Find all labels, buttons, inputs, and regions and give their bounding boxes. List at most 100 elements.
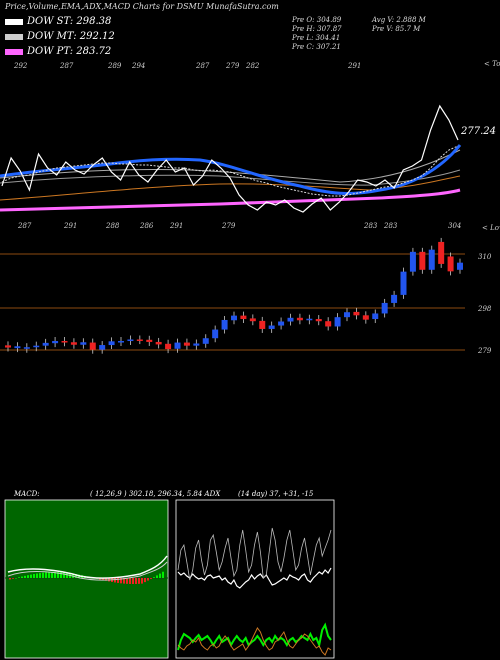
- macd-hist-bar: [162, 571, 164, 578]
- candle: [127, 339, 134, 342]
- candles: [5, 237, 463, 354]
- legend-swatch-mt: [5, 33, 23, 40]
- quote-open: Pre O: 304.89: [292, 16, 342, 24]
- macd-hist-bar: [75, 574, 77, 578]
- macd-hist-bar: [15, 578, 17, 579]
- macd-hist-bar: [27, 575, 29, 578]
- candle: [391, 294, 398, 303]
- legend-label: DOW MT: 292.12: [27, 31, 115, 42]
- top-label: 287: [60, 62, 74, 70]
- macd-hist-bar: [24, 575, 26, 578]
- macd-line: [7, 555, 168, 579]
- macd-hist-bar: [153, 577, 155, 578]
- macd-hist-bar: [12, 578, 14, 579]
- candle: [344, 312, 350, 318]
- tops-label: < Tops: [484, 60, 500, 68]
- candle: [108, 341, 115, 346]
- candle: [249, 318, 256, 322]
- candle: [5, 345, 11, 348]
- legend-dow-pt: DOW PT: 283.72: [5, 46, 111, 57]
- macd-hist-bar: [159, 573, 161, 578]
- price-tick: 279: [478, 347, 492, 355]
- candle: [212, 329, 219, 339]
- candle: [99, 345, 106, 350]
- candle: [400, 271, 407, 295]
- candle: [372, 313, 379, 320]
- candle: [14, 346, 21, 349]
- candle: [33, 345, 40, 348]
- candle: [287, 317, 294, 322]
- macd-hist-bar: [18, 577, 20, 578]
- low-label: 279: [222, 222, 236, 230]
- macd-hist-bar: [57, 572, 59, 578]
- candle: [193, 343, 200, 346]
- candle: [315, 319, 322, 322]
- low-label: 291: [64, 222, 78, 230]
- low-label: 304: [448, 222, 462, 230]
- macd-hist-bar: [51, 572, 53, 578]
- low-label: 288: [106, 222, 120, 230]
- macd-hist-bar: [126, 578, 128, 584]
- macd-hist-bar: [45, 572, 47, 578]
- macd-hist-bar: [141, 578, 143, 584]
- candle: [447, 256, 454, 272]
- price-close-line: [1, 104, 459, 213]
- macd-hist-bar: [36, 573, 38, 578]
- candle: [174, 342, 181, 349]
- top-label: 294: [132, 62, 146, 70]
- macd-hist-bar: [48, 572, 50, 578]
- candle: [240, 315, 247, 320]
- ema-orange-line: [0, 175, 461, 201]
- candle: [296, 317, 303, 321]
- quote-avg-volume: Avg V: 2.888 M: [372, 16, 426, 24]
- candle: [165, 343, 172, 350]
- legend-dow-st: DOW ST: 298.38: [5, 16, 111, 27]
- price-ema-line: [1, 145, 459, 197]
- last-value-label: 277.24: [461, 126, 496, 137]
- low-label: 283: [384, 222, 398, 230]
- low-label: 287: [18, 222, 32, 230]
- macd-hist-bar: [117, 578, 119, 583]
- candle: [419, 251, 426, 270]
- candle: [438, 241, 445, 264]
- macd-hist-bar: [39, 573, 41, 578]
- top-label: 289: [108, 62, 122, 70]
- macd-hist-bar: [63, 572, 65, 578]
- top-label: 291: [348, 62, 362, 70]
- adx-green-line: [177, 622, 332, 651]
- macd-signal-line: [7, 561, 168, 581]
- adx-values: (14 day) 37, +31, -15: [238, 490, 314, 498]
- candle: [80, 342, 87, 345]
- legend-swatch-pt: [5, 48, 23, 55]
- candle: [23, 347, 30, 349]
- legend-label: DOW ST: 298.38: [27, 16, 112, 27]
- candle: [155, 341, 162, 345]
- macd-hist-bar: [150, 578, 152, 579]
- macd-hist-bar: [30, 574, 32, 578]
- candle: [457, 262, 463, 270]
- macd-hist-bar: [54, 572, 56, 578]
- macd-hist-bar: [102, 578, 104, 581]
- adx-plus-line: [177, 527, 332, 581]
- quote-prev-volume: Pre V: 85.7 M: [372, 25, 421, 33]
- price-tick: 298: [478, 305, 492, 313]
- macd-hist-bar: [114, 578, 116, 583]
- top-label: 292: [14, 62, 28, 70]
- candle: [306, 318, 313, 321]
- macd-hist-bar: [147, 578, 149, 581]
- legend-dow-mt: DOW MT: 292.12: [5, 31, 115, 42]
- macd-label: MACD:: [14, 490, 40, 498]
- candle: [146, 339, 153, 342]
- top-label: 282: [246, 62, 260, 70]
- macd-hist-bar: [42, 572, 44, 578]
- legend-label: DOW PT: 283.72: [27, 46, 112, 57]
- macd-hist-bar: [129, 578, 131, 584]
- candle: [183, 342, 190, 346]
- macd-hist-bar: [144, 578, 146, 583]
- macd-values: ( 12,26,9 ) 302.18, 296.34, 5.84 ADX: [90, 490, 221, 498]
- candle: [409, 251, 416, 272]
- legend-swatch-st: [5, 18, 23, 25]
- candle: [362, 315, 369, 320]
- ema-fast-line: [0, 144, 462, 195]
- chart-header-title: Price,Volume,EMA,ADX,MACD Charts for DSM…: [5, 2, 279, 11]
